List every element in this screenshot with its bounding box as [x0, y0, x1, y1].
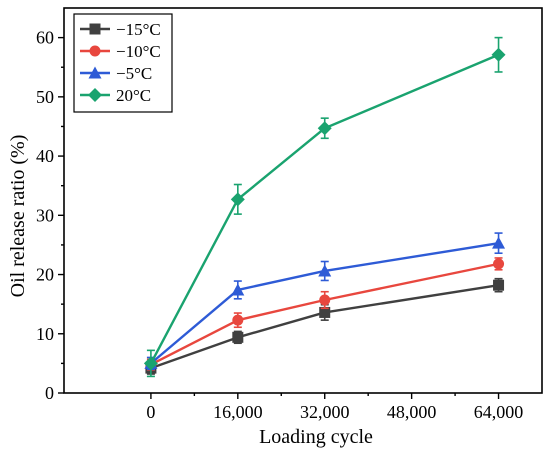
y-tick-label: 60 [36, 28, 54, 48]
legend-label: −10°C [116, 42, 161, 61]
x-tick-label: 0 [146, 402, 155, 422]
data-point [231, 283, 245, 296]
data-point [230, 192, 245, 207]
y-tick-label: 40 [36, 146, 54, 166]
x-tick-label: 48,000 [387, 402, 437, 422]
legend-item: −15°C [80, 20, 161, 39]
x-axis-title: Loading cycle [259, 426, 373, 448]
y-tick-label: 0 [45, 383, 54, 403]
legend-marker [89, 23, 101, 35]
series-line [150, 262, 499, 366]
y-tick-label: 50 [36, 87, 54, 107]
y-axis-title: Oil release ratio (%) [7, 135, 29, 298]
y-tick-label: 10 [36, 324, 54, 344]
legend-label: −5°C [116, 64, 152, 83]
data-point [319, 306, 331, 318]
legend-marker [89, 45, 101, 57]
series-line [150, 241, 499, 365]
x-tick-label: 32,000 [300, 402, 350, 422]
legend: −15°C −10°C −5°C 20°C [73, 13, 173, 113]
y-tick-label: 20 [36, 265, 54, 285]
x-tick-label: 16,000 [213, 402, 263, 422]
legend-label: −15°C [116, 20, 161, 39]
data-point [232, 314, 244, 326]
legend-item: 20°C [80, 86, 151, 105]
data-point [491, 47, 506, 62]
data-point [143, 356, 158, 371]
data-point [493, 258, 505, 270]
data-point [493, 279, 505, 291]
x-tick-label: 64,000 [474, 402, 524, 422]
series-line [149, 53, 500, 364]
data-point [317, 121, 332, 136]
series-3 [143, 36, 506, 378]
y-tick-label: 30 [36, 205, 54, 225]
series-line [150, 284, 499, 370]
axes: Loading cycle Oil release ratio (%) 0 10 2… [7, 7, 543, 448]
legend-item: −5°C [80, 64, 152, 83]
legend-marker [88, 66, 102, 79]
data-point [319, 294, 331, 306]
legend-item: −10°C [80, 42, 161, 61]
legend-marker [88, 88, 102, 102]
data-point [232, 331, 244, 343]
plot-frame [63, 7, 543, 394]
data-point [318, 264, 332, 277]
data-point [492, 236, 506, 249]
legend-label: 20°C [116, 86, 151, 105]
plot-area [143, 36, 506, 378]
